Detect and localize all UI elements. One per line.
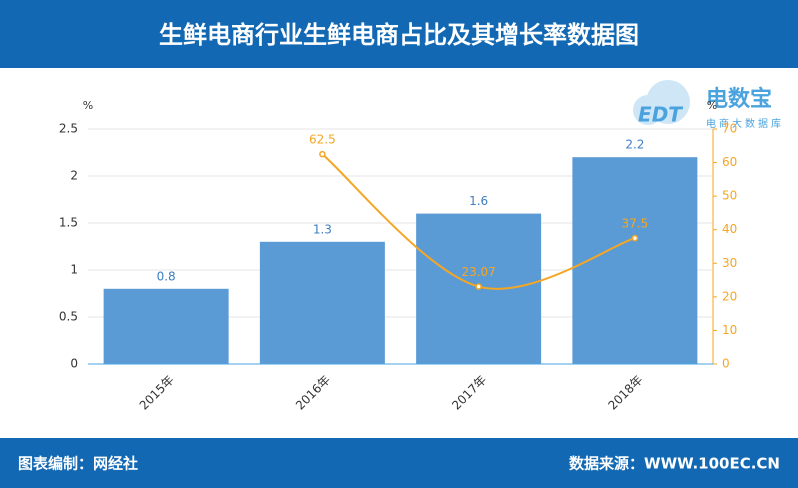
logo-cloud [633,95,663,125]
chart-title: 生鲜电商行业生鲜电商占比及其增长率数据图 [159,21,639,49]
logo-mark: EDT [638,103,683,127]
footer-right: 数据来源：WWW.100EC.CN [569,455,780,473]
y2-tick-label: 70 [722,122,737,136]
header-band [0,0,798,68]
y2-unit: % [707,99,717,112]
y2-tick-label: 50 [722,189,737,203]
data-label: 62.5 [309,133,336,147]
y-tick-label: 0 [70,357,78,371]
y2-tick-label: 60 [722,155,737,169]
y-tick-label: 2 [70,169,78,183]
y-tick-label: 0.5 [59,310,78,324]
data-label: 1.6 [469,194,488,208]
logo-subtitle: 电商大数据库 [706,117,784,130]
y2-tick-label: 10 [722,323,737,337]
y2-tick-label: 20 [722,289,737,303]
y-tick-label: 1.5 [59,216,78,230]
line-point [319,150,326,158]
y-unit: % [83,99,93,112]
data-label: 2.2 [625,138,644,152]
data-label: 0.8 [157,269,176,283]
bar [103,288,229,364]
y-tick-label: 1 [70,263,78,277]
line-point [631,234,639,242]
logo: EDT 电数宝 电商大数据库 [633,80,784,130]
y2-tick-label: 30 [722,256,737,270]
bar [259,241,385,364]
data-label: 1.3 [313,222,332,236]
data-label: 37.5 [622,217,649,231]
data-label: 23.07 [461,265,495,279]
line-point [475,283,482,290]
y2-tick-label: 40 [722,222,737,236]
y2-tick-label: 0 [722,357,730,371]
footer-band [0,438,798,488]
bar [572,157,698,364]
footer-left: 图表编制：网经社 [18,455,138,473]
logo-name: 电数宝 [706,86,772,112]
y-tick-label: 2.5 [59,122,78,136]
